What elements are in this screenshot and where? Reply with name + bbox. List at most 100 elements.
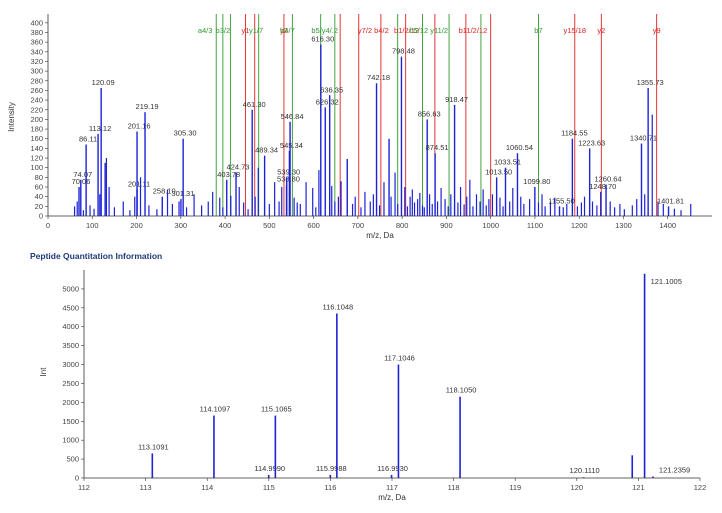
peak-label: 424.73 bbox=[227, 163, 250, 172]
peak-label: 201.11 bbox=[128, 179, 150, 188]
ion-label: b4/7 bbox=[280, 26, 295, 35]
y-tick-label: 140 bbox=[30, 144, 43, 153]
peak-label: 305.30 bbox=[174, 129, 197, 138]
x-tick-label: 121 bbox=[632, 483, 645, 492]
y-tick-label: 100 bbox=[30, 163, 43, 172]
peak-label: 1340.71 bbox=[630, 134, 657, 143]
reporter-peak-label: 120.1110 bbox=[570, 466, 600, 475]
peak-label: 74.07 bbox=[73, 170, 92, 179]
peak-label: 1099.80 bbox=[523, 177, 550, 186]
peak-label: 545.34 bbox=[280, 141, 303, 150]
x-tick-label: 600 bbox=[307, 221, 320, 230]
y-tick-label: 160 bbox=[30, 134, 43, 143]
x-tick-label: 400 bbox=[219, 221, 232, 230]
y-tick-label: 5000 bbox=[62, 284, 79, 293]
peak-label: 1155.50 bbox=[548, 196, 575, 205]
y-tick-label: 300 bbox=[30, 67, 43, 76]
ion-label: b7 bbox=[534, 26, 542, 35]
reporter-peak-label: 115.9988 bbox=[316, 464, 347, 473]
peak-label: 856.63 bbox=[418, 109, 441, 118]
x-tick-label: 113 bbox=[140, 483, 152, 492]
x-axis-title: m/z, Da bbox=[366, 231, 394, 240]
y-tick-label: 20 bbox=[35, 202, 43, 211]
x-tick-label: 900 bbox=[440, 221, 453, 230]
peak-label: 86.11 bbox=[79, 135, 97, 144]
reporter-peak-label: 114.1097 bbox=[200, 405, 231, 414]
ion-label: y2 bbox=[280, 26, 288, 35]
peak-label: 201.16 bbox=[128, 121, 151, 130]
x-tick-label: 112 bbox=[78, 483, 90, 492]
peak-label: 616.30 bbox=[311, 35, 334, 44]
peak-label: 120.09 bbox=[92, 78, 115, 87]
reporter-peak-label: 118.1050 bbox=[446, 386, 477, 395]
peak-label: 1355.73 bbox=[637, 78, 664, 87]
ion-label: y1/7 bbox=[249, 26, 263, 35]
peak-label: 1184.55 bbox=[561, 129, 588, 138]
y-tick-label: 220 bbox=[30, 105, 43, 114]
y-tick-label: 60 bbox=[35, 183, 43, 192]
ion-label: a4/3 bbox=[198, 26, 213, 35]
x-tick-label: 500 bbox=[263, 221, 276, 230]
ion-label: b11/2/12 bbox=[459, 26, 488, 35]
y-tick-label: 340 bbox=[30, 47, 43, 56]
ion-label: y2 bbox=[597, 26, 605, 35]
x-tick-label: 200 bbox=[130, 221, 143, 230]
ion-label: y15/18 bbox=[564, 26, 587, 35]
y-tick-label: 2000 bbox=[62, 398, 79, 407]
x-tick-label: 1300 bbox=[615, 221, 632, 230]
x-tick-label: 114 bbox=[201, 483, 213, 492]
y-tick-label: 80 bbox=[35, 173, 43, 182]
peak-label: 918.47 bbox=[445, 95, 468, 104]
y-tick-label: 180 bbox=[30, 125, 43, 134]
ion-label: y9 bbox=[653, 26, 661, 35]
y-tick-label: 3500 bbox=[62, 341, 79, 350]
ion-label: b5/12 y11/2 bbox=[409, 26, 448, 35]
x-tick-label: 120 bbox=[571, 483, 584, 492]
reporter-peak-label: 115.1065 bbox=[261, 405, 292, 414]
y-tick-label: 0 bbox=[39, 212, 43, 221]
y-tick-label: 200 bbox=[30, 115, 43, 124]
y-tick-label: 400 bbox=[30, 18, 43, 27]
ion-label: y1 bbox=[241, 26, 249, 35]
y-tick-label: 320 bbox=[30, 57, 43, 66]
y-tick-label: 240 bbox=[30, 96, 43, 105]
y-tick-label: 2500 bbox=[62, 379, 79, 388]
peak-label: 489.34 bbox=[255, 146, 278, 155]
x-tick-label: 1000 bbox=[482, 221, 499, 230]
peak-label: 258.10 bbox=[153, 187, 176, 196]
ion-label: b3/2 bbox=[216, 26, 231, 35]
y-tick-label: 3000 bbox=[62, 360, 79, 369]
peak-label: 1401.81 bbox=[657, 196, 684, 205]
reporter-peak-label: 113.1091 bbox=[138, 442, 169, 451]
peak-label: 1013.50 bbox=[485, 167, 512, 176]
y-tick-label: 40 bbox=[35, 192, 43, 201]
x-tick-label: 1100 bbox=[527, 221, 543, 230]
reporter-peak-label: 121.1005 bbox=[651, 277, 682, 286]
peak-label: 113.12 bbox=[89, 124, 111, 133]
x-tick-label: 700 bbox=[352, 221, 365, 230]
ion-label: b1/2/12 bbox=[394, 26, 419, 35]
y-tick-label: 0 bbox=[75, 474, 79, 483]
x-tick-label: 122 bbox=[694, 483, 707, 492]
reporter-peak-label: 121.2359 bbox=[659, 465, 690, 474]
x-tick-label: 100 bbox=[86, 221, 99, 230]
reporter-peak-label: 116.9930 bbox=[377, 464, 408, 473]
y-tick-label: 360 bbox=[30, 38, 43, 47]
peak-label: 1223.63 bbox=[578, 138, 605, 147]
reporter-peak-label: 117.1046 bbox=[384, 354, 415, 363]
peak-label: 798.48 bbox=[392, 47, 415, 56]
y-tick-label: 1000 bbox=[62, 436, 79, 445]
y-axis-title: Intensity bbox=[7, 102, 16, 132]
x-tick-label: 1200 bbox=[571, 221, 588, 230]
peak-label: 1248.70 bbox=[589, 182, 616, 191]
x-tick-label: 116 bbox=[324, 483, 336, 492]
x-tick-label: 118 bbox=[448, 483, 460, 492]
peak-label: 626.32 bbox=[316, 97, 339, 106]
y-tick-label: 4500 bbox=[62, 303, 79, 312]
y-tick-label: 120 bbox=[30, 154, 43, 163]
reporter-peak-label: 116.1048 bbox=[322, 302, 353, 311]
peak-label: 219.19 bbox=[136, 102, 159, 111]
x-tick-label: 115 bbox=[263, 483, 275, 492]
peak-label: 461.30 bbox=[243, 100, 266, 109]
x-axis-title: m/z, Da bbox=[378, 493, 406, 502]
